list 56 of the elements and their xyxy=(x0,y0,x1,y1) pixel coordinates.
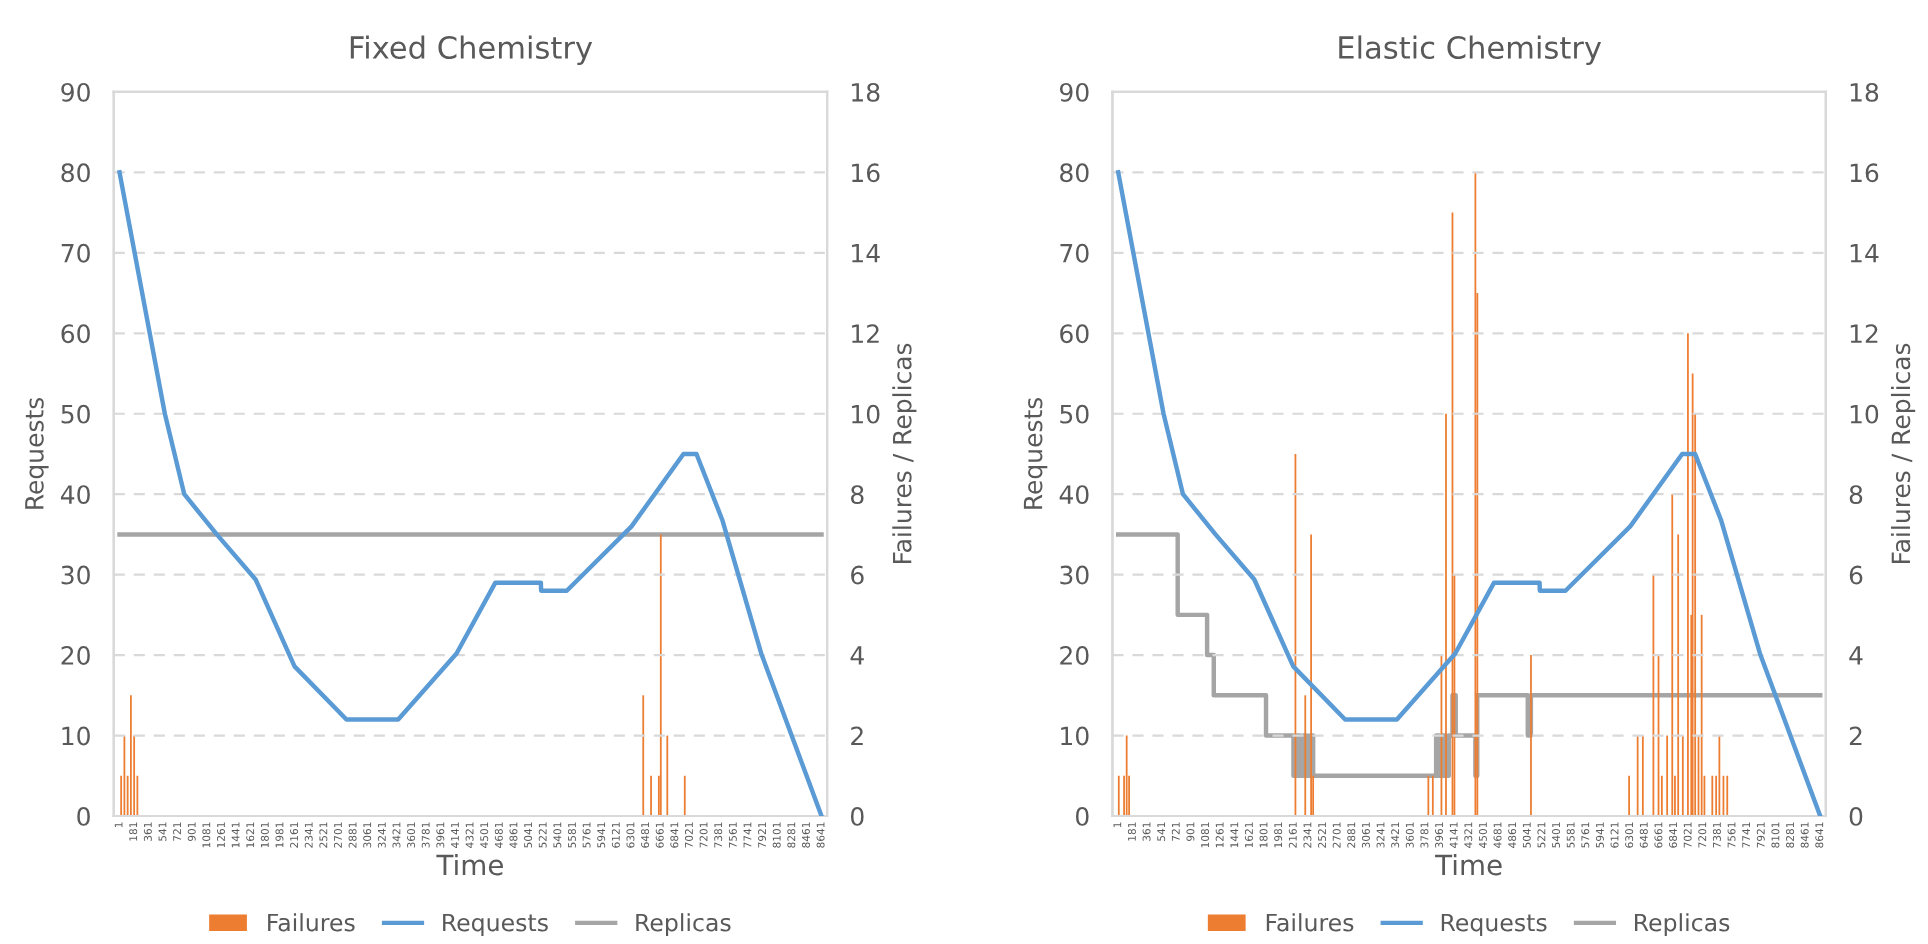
y-tick-label: 50 xyxy=(1060,404,1089,424)
y-tick-label: 10 xyxy=(62,726,90,746)
y-tick-label: 40 xyxy=(60,485,90,505)
y-tick-label: 70 xyxy=(61,243,90,263)
y-tick-label: 60 xyxy=(61,324,90,344)
y-tick-label: 0 xyxy=(77,806,90,826)
y2-axis-title: Failures / Replicas xyxy=(892,343,917,564)
y2-tick-label: 0 xyxy=(850,806,864,826)
y-tick-label: 20 xyxy=(1060,646,1089,665)
line-series xyxy=(117,170,824,816)
y2-tick-label: 12 xyxy=(1850,324,1878,343)
line-series xyxy=(1116,170,1823,816)
y2-tick-label: 12 xyxy=(852,324,879,343)
y-axis-title: Requests xyxy=(1023,397,1048,509)
y2-tick-label: 16 xyxy=(1850,163,1879,183)
y2-tick-label: 16 xyxy=(852,163,880,183)
x-axis-title: Time xyxy=(436,853,503,876)
y-tick-label: 30 xyxy=(61,565,90,585)
y-tick-label: 40 xyxy=(1059,485,1089,505)
legend-label: Requests xyxy=(443,913,548,937)
y-tick-label: 70 xyxy=(1060,243,1089,263)
y-tick-label: 30 xyxy=(1060,565,1089,585)
legend-label: Failures xyxy=(1266,913,1354,932)
legend-label: Replicas xyxy=(636,913,731,937)
y2-tick-label: 6 xyxy=(851,565,864,585)
y2-tick-label: 8 xyxy=(1849,485,1863,505)
y2-tick-label: 8 xyxy=(851,485,864,505)
y-tick-label: 80 xyxy=(1060,163,1089,183)
y-tick-label: 60 xyxy=(1060,324,1089,344)
y2-tick-label: 4 xyxy=(850,646,864,665)
legend-label: Requests xyxy=(1441,913,1547,937)
chart-title: Elastic Chemistry xyxy=(1339,35,1602,65)
y-tick-label: 90 xyxy=(61,82,90,102)
y-tick-label: 90 xyxy=(1060,82,1089,102)
y2-tick-label: 14 xyxy=(1850,244,1879,263)
y-tick-label: 0 xyxy=(1075,806,1089,826)
y-tick-label: 20 xyxy=(61,646,90,665)
chart-title: Fixed Chemistry xyxy=(350,35,593,65)
x-axis-title: Time xyxy=(1435,853,1502,876)
y2-tick-label: 18 xyxy=(1850,82,1879,102)
legend-label: Failures xyxy=(268,913,355,932)
y-tick-label: 50 xyxy=(61,404,90,424)
y2-tick-label: 18 xyxy=(852,82,880,102)
y2-tick-label: 0 xyxy=(1849,806,1863,826)
y-axis-title: Requests xyxy=(25,397,49,509)
y2-tick-label: 10 xyxy=(1850,404,1879,424)
y-tick-label: 80 xyxy=(61,163,90,183)
y2-tick-label: 14 xyxy=(852,244,880,263)
y2-tick-label: 10 xyxy=(852,404,880,424)
y2-tick-label: 2 xyxy=(851,726,863,746)
y-tick-label: 10 xyxy=(1061,726,1089,746)
legend-label: Replicas xyxy=(1635,913,1730,937)
y2-axis-title: Failures / Replicas xyxy=(1890,343,1916,564)
y2-tick-label: 4 xyxy=(1849,646,1863,665)
y2-tick-label: 6 xyxy=(1849,565,1863,585)
y2-tick-label: 2 xyxy=(1849,726,1862,746)
